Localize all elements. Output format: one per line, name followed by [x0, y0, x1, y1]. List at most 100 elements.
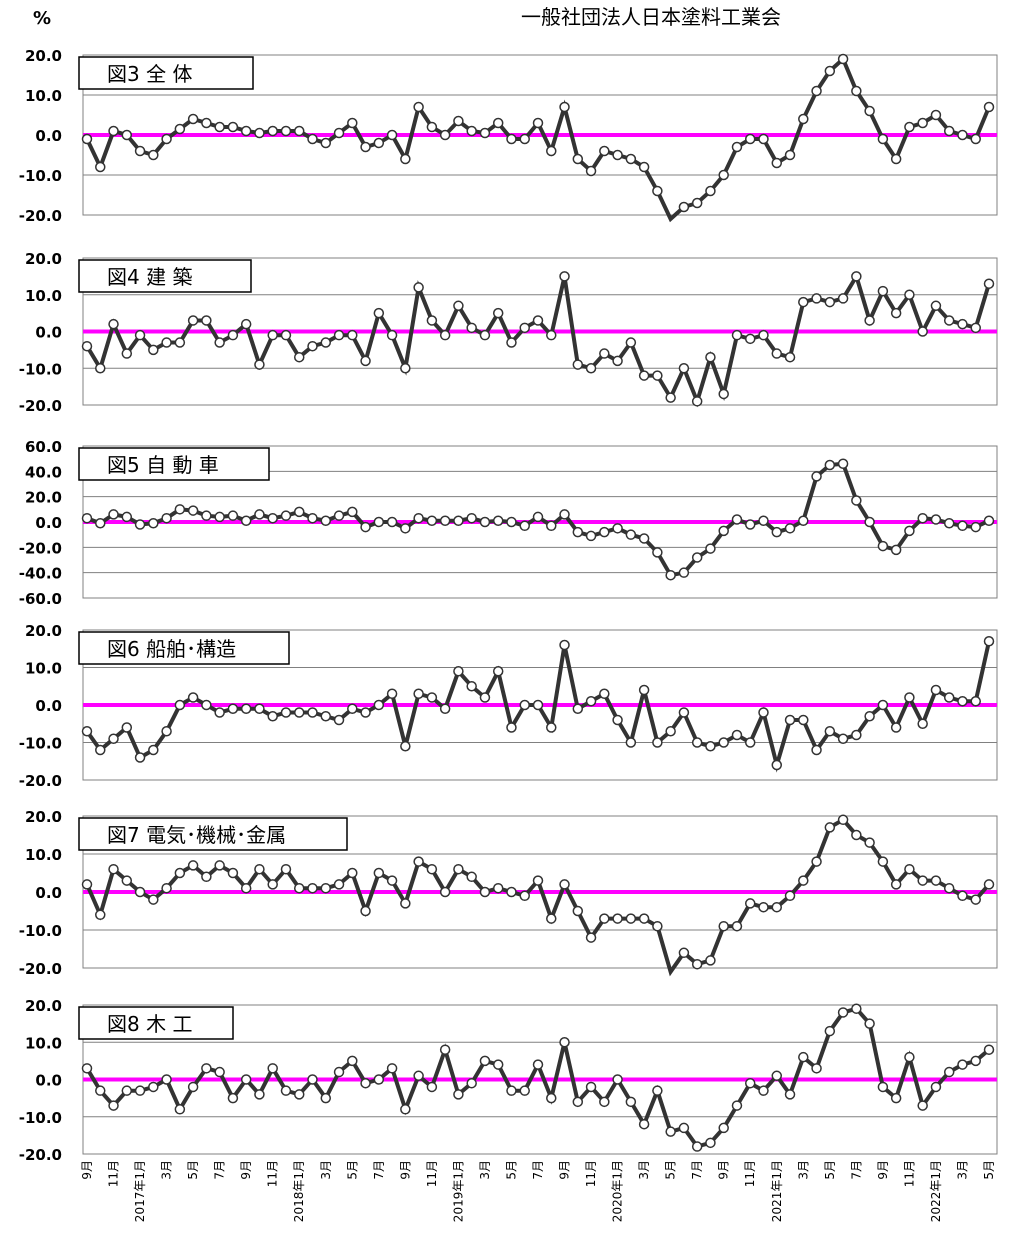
data-point — [665, 569, 676, 581]
y-tick-label: 0.0 — [35, 514, 62, 532]
data-point — [691, 1141, 703, 1152]
data-point — [572, 1096, 584, 1108]
data-point — [214, 337, 225, 348]
y-tick-label: -10.0 — [19, 1109, 62, 1127]
data-point — [492, 515, 504, 526]
data-point — [957, 318, 968, 330]
data-point — [201, 315, 212, 326]
data-point — [386, 688, 398, 699]
data-point — [214, 707, 225, 718]
data-point — [638, 1118, 650, 1130]
chart-title: 図7 電気･機械･金属 — [107, 823, 286, 847]
data-point — [877, 699, 889, 711]
data-point — [784, 890, 796, 902]
data-point — [652, 1085, 663, 1096]
data-point — [599, 913, 610, 924]
data-point — [161, 882, 172, 894]
data-point — [453, 300, 464, 312]
data-point — [837, 293, 849, 304]
data-point — [612, 523, 623, 534]
x-tick-label: 5月 — [823, 1160, 837, 1180]
data-point — [705, 1137, 716, 1149]
data-point — [784, 149, 796, 161]
data-point — [121, 1085, 133, 1096]
unit-label: % — [33, 8, 51, 29]
data-point — [134, 886, 146, 898]
data-point — [877, 1081, 889, 1093]
data-point — [837, 733, 849, 744]
data-point — [267, 512, 278, 524]
data-point — [121, 875, 133, 886]
data-point — [546, 1092, 557, 1104]
data-point — [837, 1007, 849, 1018]
data-point — [148, 149, 159, 161]
data-point — [307, 133, 318, 145]
data-point — [612, 355, 623, 367]
data-point — [718, 920, 729, 932]
x-tick-label: 7月 — [531, 1160, 545, 1180]
data-point — [970, 521, 981, 533]
data-point — [864, 315, 875, 326]
y-tick-label: -10.0 — [19, 922, 62, 940]
data-point — [718, 388, 729, 400]
data-point — [347, 867, 358, 879]
data-point — [492, 117, 504, 129]
data-point — [970, 696, 981, 707]
data-point — [957, 696, 968, 707]
data-point — [652, 547, 663, 558]
data-point — [280, 707, 292, 718]
data-point — [307, 882, 318, 894]
data-point — [837, 458, 849, 469]
data-point — [546, 913, 557, 924]
data-point — [240, 882, 252, 894]
data-point — [386, 129, 398, 141]
data-point — [811, 1063, 822, 1074]
data-point — [970, 894, 981, 905]
data-point — [320, 337, 332, 348]
data-point — [307, 512, 318, 524]
data-point — [691, 197, 703, 209]
x-tick-label: 3月 — [478, 1160, 492, 1180]
y-tick-label: 10.0 — [25, 846, 62, 864]
data-point — [426, 121, 438, 133]
data-point — [532, 315, 544, 326]
data-point — [771, 157, 783, 169]
data-point — [758, 133, 769, 145]
data-point — [148, 518, 159, 529]
data-point — [134, 329, 146, 341]
data-point — [930, 684, 942, 696]
data-point — [280, 510, 292, 521]
data-point — [851, 829, 862, 841]
data-point — [731, 1100, 743, 1111]
y-tick-label: -40.0 — [19, 565, 62, 583]
data-point — [413, 512, 424, 524]
data-point — [572, 526, 584, 538]
data-point — [108, 863, 119, 875]
data-point — [890, 879, 902, 890]
data-point — [479, 329, 491, 341]
data-point — [400, 363, 411, 374]
data-point — [957, 520, 968, 532]
data-point — [930, 300, 942, 312]
data-point — [970, 322, 981, 334]
data-point — [798, 515, 809, 526]
data-point — [718, 525, 729, 537]
data-point — [254, 509, 265, 520]
data-point — [559, 509, 570, 520]
data-point — [506, 886, 517, 898]
data-point — [625, 913, 637, 924]
data-point — [280, 863, 292, 875]
x-tick-label: 2019年1月 — [451, 1160, 465, 1222]
data-point — [134, 145, 146, 157]
data-point — [95, 363, 106, 374]
data-point — [227, 121, 239, 133]
data-point — [280, 125, 292, 137]
data-point — [267, 711, 278, 722]
data-point — [890, 1092, 902, 1104]
data-point — [174, 123, 186, 135]
y-tick-label: 0.0 — [35, 884, 62, 902]
data-point — [771, 348, 783, 359]
data-point — [572, 359, 584, 370]
data-point — [771, 759, 783, 771]
data-point — [572, 153, 584, 165]
